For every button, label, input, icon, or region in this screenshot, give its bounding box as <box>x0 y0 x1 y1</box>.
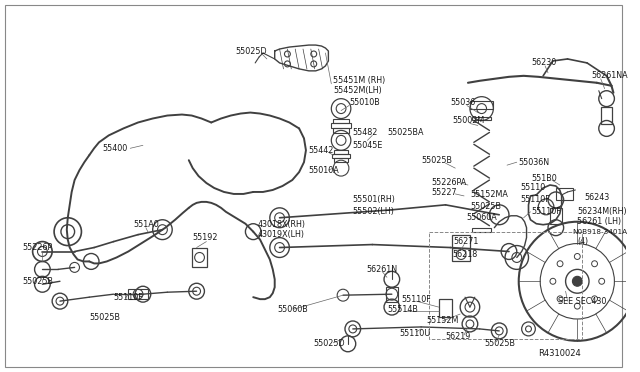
Text: 55110F: 55110F <box>402 295 431 304</box>
Bar <box>556 188 573 200</box>
Text: 55110F: 55110F <box>114 293 143 302</box>
Text: 55502(LH): 55502(LH) <box>353 207 395 216</box>
Text: 55227: 55227 <box>431 189 456 198</box>
Text: 55025D: 55025D <box>236 46 268 55</box>
Text: 55110U: 55110U <box>399 329 431 339</box>
Bar <box>472 228 492 232</box>
Bar <box>550 208 562 224</box>
Bar <box>333 119 349 124</box>
Text: N0B918-3401A: N0B918-3401A <box>572 229 628 235</box>
Text: 55025B: 55025B <box>470 202 501 211</box>
Text: 55025B: 55025B <box>421 156 452 165</box>
Text: 56234M(RH): 56234M(RH) <box>577 207 627 216</box>
Bar <box>452 247 470 262</box>
Bar <box>452 235 470 247</box>
Text: 55036: 55036 <box>451 98 476 107</box>
Text: 55025B: 55025B <box>89 312 120 321</box>
Text: 55152MA: 55152MA <box>470 190 508 199</box>
Text: 55002M: 55002M <box>452 116 484 125</box>
Bar <box>332 124 351 128</box>
Text: 55110: 55110 <box>521 183 546 192</box>
Circle shape <box>572 276 582 286</box>
Text: 43019X(LH): 43019X(LH) <box>257 230 304 239</box>
Text: 56219: 56219 <box>445 332 471 341</box>
Text: 55025BA: 55025BA <box>387 128 424 137</box>
Text: 56261 (LH): 56261 (LH) <box>577 217 621 226</box>
Text: 55482: 55482 <box>353 128 378 137</box>
Text: 55110F: 55110F <box>531 207 561 216</box>
Text: 55025B: 55025B <box>23 277 54 286</box>
Text: 55226P: 55226P <box>23 243 53 252</box>
Bar <box>470 101 493 109</box>
Bar <box>128 289 148 299</box>
Text: 55192: 55192 <box>193 233 218 242</box>
Text: 55442: 55442 <box>308 146 333 155</box>
Bar <box>601 107 612 125</box>
Text: 55010B: 55010B <box>349 98 380 107</box>
Text: 55045E: 55045E <box>353 141 383 150</box>
Text: 56230: 56230 <box>531 58 557 67</box>
Text: 55452M(LH): 55452M(LH) <box>333 86 382 95</box>
Text: 55010A: 55010A <box>308 166 339 174</box>
Text: 55036N: 55036N <box>519 158 550 167</box>
Text: 55152M: 55152M <box>426 317 458 326</box>
Text: 56271: 56271 <box>453 237 479 246</box>
Text: R4310024: R4310024 <box>538 349 581 358</box>
Text: 55514B: 55514B <box>387 305 418 314</box>
Text: (4): (4) <box>577 237 588 246</box>
Text: 55451M (RH): 55451M (RH) <box>333 76 385 85</box>
Text: 551B0: 551B0 <box>531 174 557 183</box>
Text: 55060B: 55060B <box>278 305 308 314</box>
Text: 56218: 56218 <box>452 250 477 259</box>
Bar <box>333 128 349 134</box>
Bar <box>334 158 348 162</box>
Text: 55060A: 55060A <box>466 213 497 222</box>
Text: 56261NA: 56261NA <box>591 71 628 80</box>
Text: 56261N: 56261N <box>367 265 397 274</box>
Bar <box>438 299 452 317</box>
Text: 56243: 56243 <box>584 193 609 202</box>
Text: 55025D: 55025D <box>314 339 346 348</box>
Text: 55226PA: 55226PA <box>431 177 466 186</box>
Text: 43018X(RH): 43018X(RH) <box>257 220 305 229</box>
Text: SEE SEC430: SEE SEC430 <box>558 296 606 306</box>
Text: 55501(RH): 55501(RH) <box>353 195 396 204</box>
Text: 55025B: 55025B <box>484 339 516 348</box>
Text: 55110F: 55110F <box>521 195 550 204</box>
Bar <box>472 116 492 121</box>
Text: 55400: 55400 <box>102 144 127 153</box>
Text: 551A0: 551A0 <box>133 220 159 229</box>
Bar <box>386 287 397 302</box>
Bar <box>192 247 207 267</box>
Bar <box>332 154 350 158</box>
Bar <box>334 150 348 154</box>
